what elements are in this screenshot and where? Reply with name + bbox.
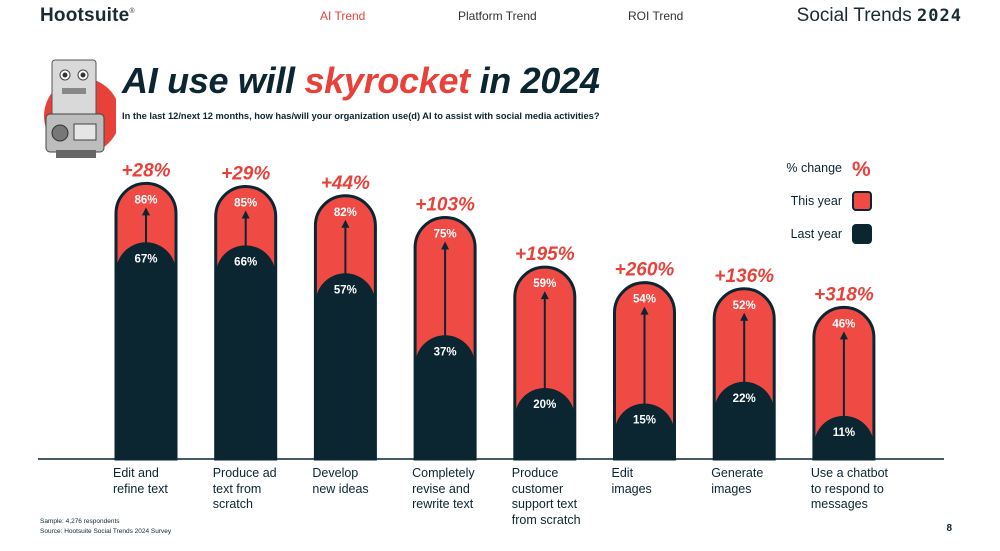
change-arrow-head	[839, 331, 848, 340]
pct-change-label: +29%	[221, 164, 270, 185]
source-note: Source: Hootsuite Social Trends 2024 Sur…	[40, 528, 172, 535]
category-label: Generate images	[711, 466, 811, 497]
this-year-value-label: 54%	[633, 294, 656, 306]
last-year-value-label: 66%	[234, 256, 257, 268]
category-label-line: messages	[810, 497, 868, 511]
this-year-value-label: 75%	[434, 229, 457, 241]
legend-last-year-swatch	[852, 224, 872, 244]
last-year-value-label: 15%	[633, 415, 656, 427]
category-label-line: from scratch	[511, 512, 581, 527]
category-label-line: revise and	[412, 481, 470, 496]
legend-this-year-swatch	[852, 191, 872, 211]
nav-platform-trend[interactable]: Platform Trend	[458, 9, 537, 23]
top-bar: Hootsuite® AI Trend Platform Trend ROI T…	[0, 0, 1000, 34]
change-arrow-head	[740, 312, 749, 321]
category-label-line: Generate	[711, 466, 764, 480]
category-label-line: refine text	[113, 481, 168, 496]
legend-change-label: % change	[786, 161, 842, 175]
category-label-line: Edit	[611, 466, 634, 480]
last-year-value-label: 20%	[533, 399, 556, 411]
this-year-value-label: 52%	[733, 300, 756, 312]
category-label-line: Produce ad	[212, 466, 277, 480]
category-label-line: new ideas	[312, 481, 369, 496]
pct-change-label: +136%	[714, 266, 774, 287]
this-year-value-label: 82%	[334, 207, 357, 219]
category-label-line: Produce	[511, 466, 559, 480]
change-arrow-head	[241, 210, 250, 219]
this-year-value-label: 59%	[533, 278, 556, 290]
change-arrow-head	[142, 207, 150, 216]
category-label: Develop new ideas	[312, 466, 412, 497]
nav-roi-trend[interactable]: ROI Trend	[628, 9, 684, 23]
category-label: Edit images	[612, 466, 712, 497]
legend-last-year-label: Last year	[790, 227, 842, 241]
legend-this-year-label: This year	[790, 194, 842, 208]
legend-change-symbol: %	[852, 158, 871, 181]
page-number: 8	[946, 523, 952, 534]
category-label-line: Use a chatbot	[810, 466, 889, 480]
last-year-value-label: 57%	[334, 284, 357, 296]
category-label: Completely revise and rewrite text	[412, 466, 512, 513]
pct-change-label: +260%	[615, 260, 675, 281]
category-label-line: rewrite text	[412, 497, 474, 511]
category-label-line: Develop	[312, 466, 359, 480]
pct-change-label: +28%	[121, 160, 170, 181]
category-label: Produce ad text from scratch	[213, 466, 313, 513]
last-year-value-label: 37%	[434, 346, 457, 358]
social-trends-brand: Social Trends 2024	[796, 5, 962, 26]
robot-collage-illustration	[44, 59, 116, 158]
pct-change-label: +103%	[415, 195, 475, 216]
pct-change-label: +195%	[515, 244, 575, 265]
category-label-line: support text	[511, 497, 578, 511]
category-label: Edit and refine text	[113, 466, 213, 497]
this-year-value-label: 86%	[134, 194, 157, 206]
last-year-value-label: 22%	[733, 393, 756, 405]
category-label-line: text from	[212, 481, 262, 496]
this-year-value-label: 85%	[234, 198, 257, 210]
change-arrow-head	[640, 306, 649, 315]
sample-note: Sample: 4,276 respondents	[40, 518, 120, 525]
category-label-line: images	[711, 481, 752, 496]
category-label-line: scratch	[212, 497, 253, 511]
pct-change-label: +44%	[321, 173, 370, 194]
category-label-line: Edit and	[113, 466, 159, 480]
hootsuite-logo[interactable]: Hootsuite®	[40, 5, 135, 26]
category-label-line: to respond to	[810, 481, 884, 496]
category-label-line: customer	[511, 481, 564, 496]
pct-change-label: +318%	[814, 284, 874, 305]
change-arrow-head	[441, 241, 450, 250]
category-label-line: Completely	[412, 466, 475, 480]
last-year-value-label: 11%	[833, 427, 855, 439]
this-year-value-label: 46%	[832, 318, 855, 330]
nav-ai-trend[interactable]: AI Trend	[320, 9, 366, 23]
change-arrow-head	[341, 219, 350, 228]
category-label-line: images	[611, 481, 652, 496]
page-title: AI use will skyrocket in 2024	[122, 60, 600, 101]
survey-question: In the last 12/next 12 months, how has/w…	[122, 111, 600, 121]
category-label: Use a chatbot to respond to messages	[811, 466, 911, 513]
last-year-value-label: 67%	[134, 253, 157, 265]
category-label: Produce customer support text from scratch	[512, 466, 612, 528]
change-arrow-head	[540, 291, 549, 300]
